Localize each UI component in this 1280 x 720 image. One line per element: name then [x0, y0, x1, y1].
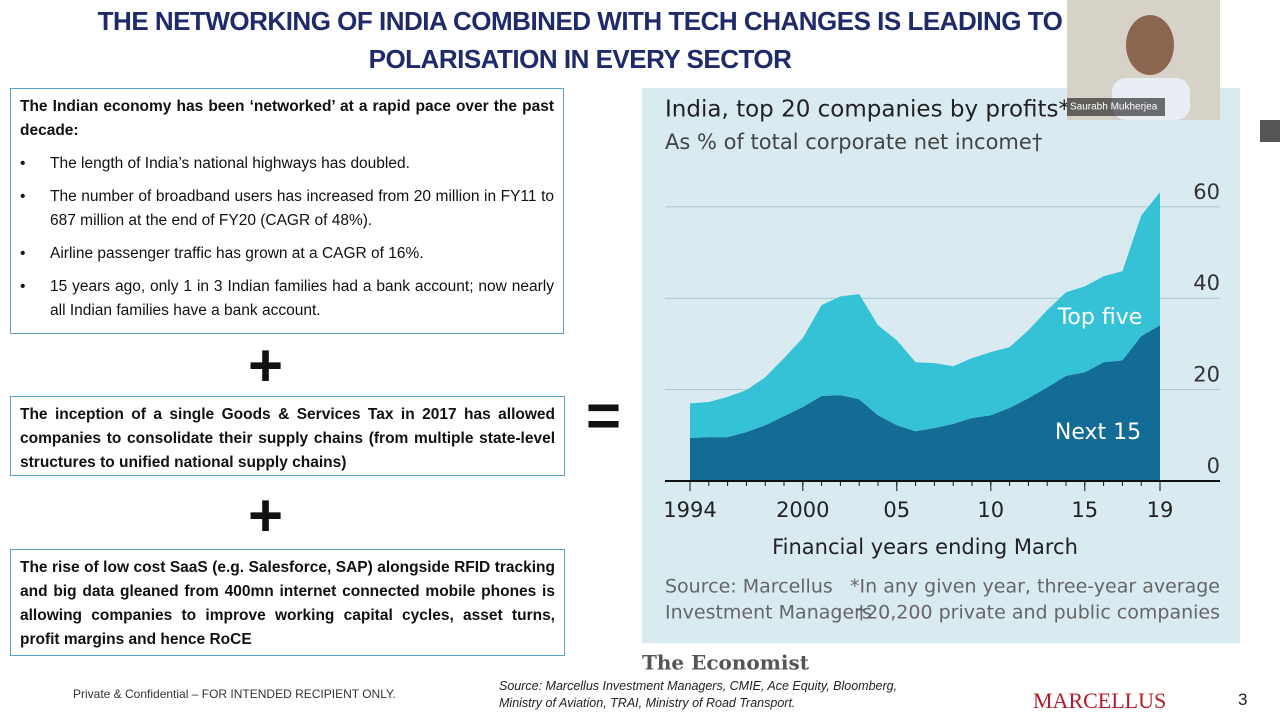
window-edge [1260, 120, 1280, 142]
y-tick-label: 60 [1193, 180, 1220, 204]
bullet-text: 15 years ago, only 1 in 3 Indian familie… [50, 278, 554, 319]
plus-sign: + [248, 332, 284, 399]
chart-subtitle: As % of total corporate net income† [665, 130, 1042, 154]
box-heading: The Indian economy has been ‘networked’ … [20, 98, 554, 139]
bullet-text: The length of India’s national highways … [50, 155, 410, 172]
bullet: • 15 years ago, only 1 in 3 Indian famili… [20, 275, 554, 323]
chart-title: India, top 20 companies by profits* [665, 97, 1070, 123]
x-axis-label: Financial years ending March [772, 535, 1078, 559]
chart-source: Investment Managers [665, 602, 872, 624]
page-number: 3 [1238, 690, 1248, 709]
video-person [1126, 15, 1174, 75]
footer-note: Private & Confidential – FOR INTENDED RE… [73, 687, 396, 701]
area [690, 325, 1160, 481]
chart-source: Source: Marcellus [665, 576, 833, 598]
slide-title: THE NETWORKING OF INDIA COMBINED WITH TE… [97, 6, 1063, 36]
y-tick-label: 0 [1207, 454, 1220, 478]
footer-source: Source: Marcellus Investment Managers, C… [499, 679, 898, 693]
bullet-text: Airline passenger traffic has grown at a… [50, 245, 424, 262]
bullet-list: • The length of India’s national highways… [20, 152, 554, 323]
slide-title: POLARISATION IN EVERY SECTOR [368, 44, 792, 74]
bullet-dot: • [20, 245, 26, 262]
plus-sign: + [248, 482, 284, 549]
brand: The Economist [642, 651, 810, 675]
bullet: • Airline passenger traffic has grown at … [20, 242, 554, 266]
bullet-dot: • [20, 155, 26, 172]
equals-sign: = [586, 382, 622, 449]
y-tick-label: 40 [1193, 271, 1220, 295]
text-box: The inception of a single Goods & Servic… [10, 396, 565, 476]
bullet-text: The number of broadband users has increa… [50, 188, 554, 229]
x-tick-label: 05 [883, 498, 910, 522]
x-tick-label: 19 [1147, 498, 1174, 522]
x-tick-label: 2000 [776, 498, 829, 522]
x-tick-label: 15 [1071, 498, 1098, 522]
text-box: The rise of low cost SaaS (e.g. Salesfor… [10, 549, 565, 656]
chart-footnote: †20,200 private and public companies [857, 602, 1220, 624]
x-tick-label: 1994 [663, 498, 716, 522]
bullet: • The number of broadband users has incre… [20, 185, 554, 233]
y-tick-label: 20 [1193, 363, 1220, 387]
footer-source: Ministry of Aviation, TRAI, Ministry of … [499, 696, 796, 710]
text-box: The Indian economy has been ‘networked’ … [10, 88, 564, 334]
logo: MARCELLUS [1033, 688, 1167, 713]
video-name: Saurabh Mukherjea [1070, 102, 1158, 113]
area [690, 192, 1160, 439]
video-name-bg [1067, 98, 1165, 116]
series-label: Next 15 [1055, 420, 1141, 445]
bullet: • The length of India’s national highways… [20, 152, 554, 176]
bullet-dot: • [20, 278, 26, 295]
series-label: Top five [1057, 305, 1143, 330]
x-tick-label: 10 [977, 498, 1004, 522]
chart-footnote: *In any given year, three-year average [850, 576, 1220, 598]
bullet-dot: • [20, 188, 26, 205]
